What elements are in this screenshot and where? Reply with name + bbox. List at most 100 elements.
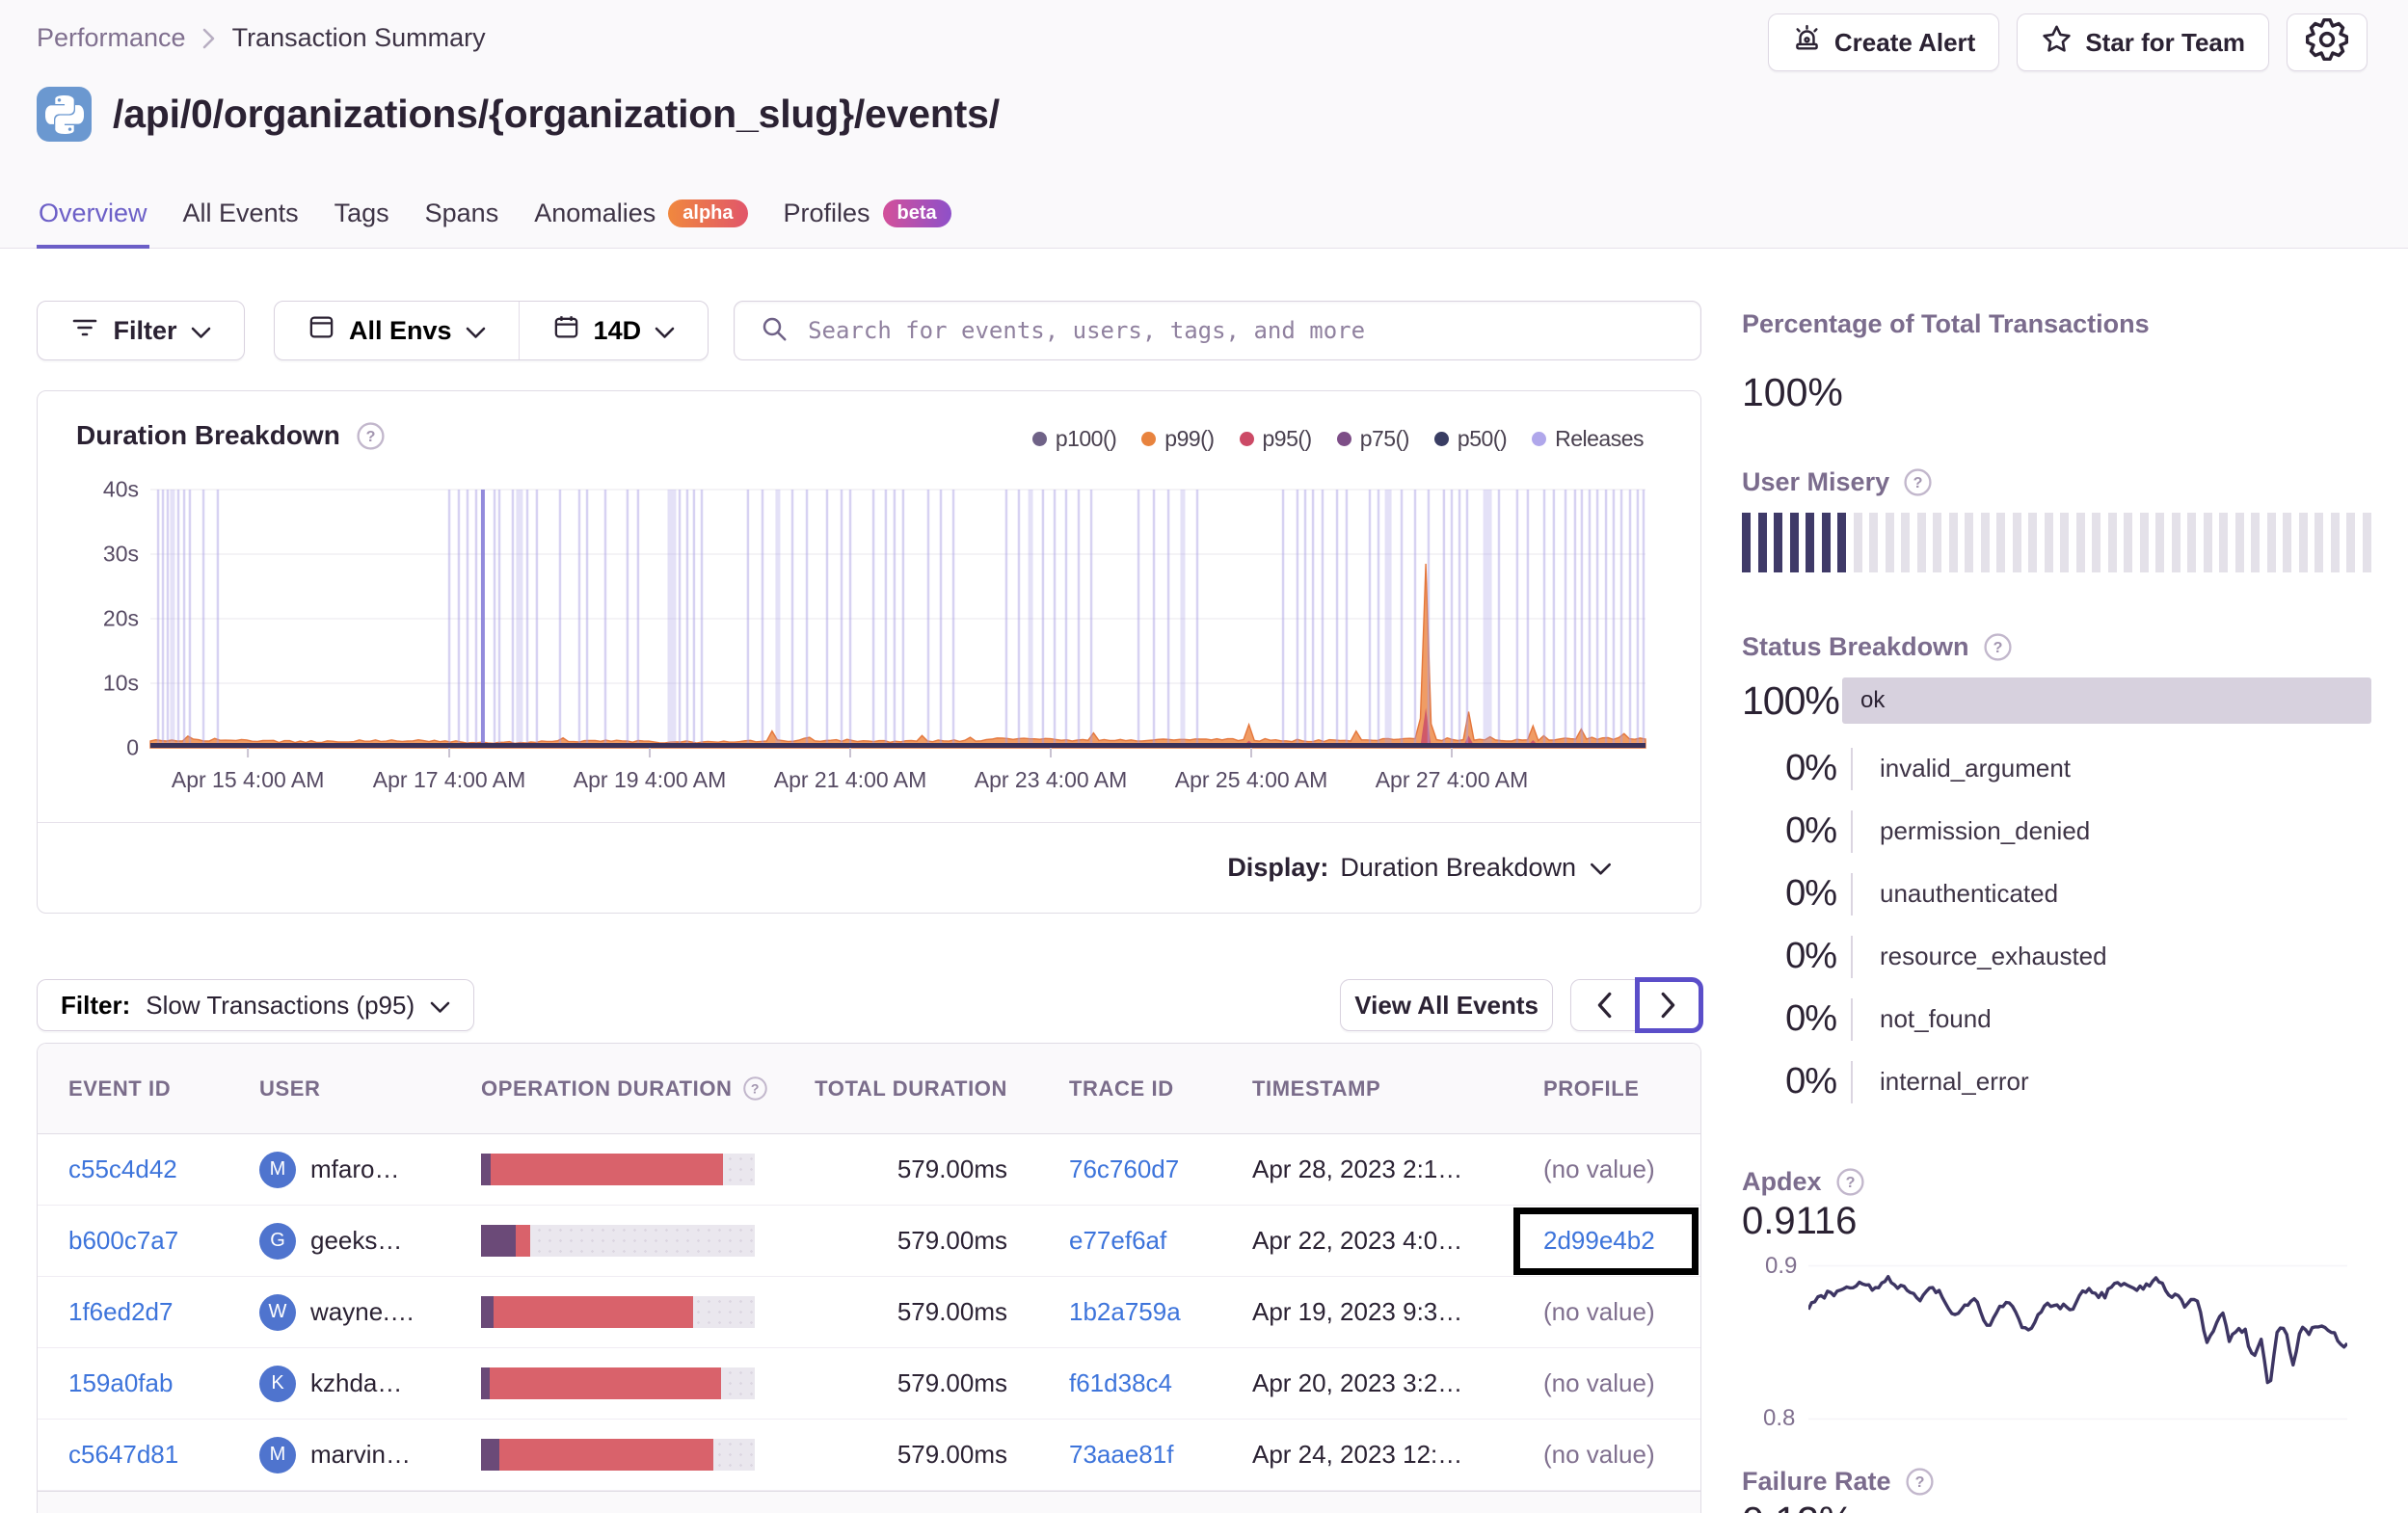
column-header-label: TOTAL DURATION	[815, 1075, 1007, 1101]
tab-label: All Events	[182, 199, 299, 227]
help-icon[interactable]: ?	[1905, 1467, 1935, 1497]
search-input[interactable]	[808, 317, 1689, 344]
x-axis-label: Apr 27 4:00 AM	[1375, 767, 1529, 792]
breadcrumb-performance[interactable]: Performance	[37, 23, 186, 52]
user-name: mfaro…	[310, 1155, 400, 1183]
search-icon	[760, 314, 789, 348]
status-label: internal_error	[1851, 1060, 2371, 1103]
status-row-resource_exhausted: 0% resource_exhausted	[1742, 925, 2371, 988]
tab-label: Anomalies	[534, 199, 656, 227]
event-id-link[interactable]: c55c4d42	[68, 1155, 177, 1183]
sidebar: Percentage of Total Transactions 100% Us…	[1742, 301, 2371, 1513]
misery-bar	[2044, 513, 2053, 572]
legend-label: p50()	[1457, 426, 1508, 451]
trace-id-link[interactable]: 76c760d7	[1069, 1155, 1180, 1183]
timestamp-cell: Apr 20, 2023 3:2…	[1252, 1368, 1463, 1397]
chevron-down-icon	[655, 316, 675, 346]
column-header-profile[interactable]: PROFILE	[1543, 1076, 1700, 1102]
misery-bar	[2139, 513, 2149, 572]
column-header-time[interactable]: TIMESTAMP	[1252, 1076, 1543, 1102]
help-icon[interactable]: ?	[1903, 467, 1933, 497]
user-name: marvin…	[310, 1440, 412, 1469]
event-id-link[interactable]: 1f6ed2d7	[68, 1297, 174, 1326]
help-icon[interactable]: ?	[356, 421, 386, 451]
legend-item-p50[interactable]: p50()	[1433, 426, 1508, 452]
legend-item-Releases[interactable]: Releases	[1532, 426, 1644, 452]
event-id-cell: c55c4d42	[68, 1155, 259, 1184]
trace-id-link[interactable]: 1b2a759a	[1069, 1297, 1181, 1326]
pagination	[1570, 977, 1703, 1033]
misery-bar	[1980, 513, 1990, 572]
create-alert-button[interactable]: Create Alert	[1767, 13, 2000, 71]
profile-cell: (no value)	[1543, 1155, 1700, 1184]
search-bar	[734, 301, 1701, 360]
column-header-user[interactable]: USER	[259, 1076, 481, 1102]
misery-bar	[1757, 513, 1767, 572]
apdex-axis-label: 0.9	[1765, 1252, 1798, 1279]
status-row-unauthenticated: 0% unauthenticated	[1742, 863, 2371, 925]
help-icon[interactable]: ?	[742, 1075, 768, 1102]
op-duration-segment-other	[481, 1154, 491, 1185]
breadcrumb-current: Transaction Summary	[231, 23, 486, 52]
misery-bar	[2187, 513, 2196, 572]
total-duration-cell: 579.00ms	[896, 1155, 1007, 1183]
environment-selector[interactable]: All Envs	[275, 302, 519, 359]
status-label: invalid_argument	[1851, 747, 2371, 790]
y-axis-label: 40s	[102, 476, 139, 502]
x-axis-label: Apr 23 4:00 AM	[974, 767, 1128, 792]
column-header-total[interactable]: TOTAL DURATION	[799, 1076, 1069, 1102]
trace-id-cell: e77ef6af	[1069, 1226, 1252, 1256]
tab-tags[interactable]: Tags	[333, 199, 391, 249]
column-header-op[interactable]: OPERATION DURATION?	[481, 1075, 799, 1102]
tab-badge-alpha: alpha	[668, 199, 748, 227]
breadcrumb: Performance Transaction Summary	[37, 23, 486, 53]
star-for-team-button[interactable]: Star for Team	[2017, 13, 2269, 71]
legend-item-p75[interactable]: p75()	[1336, 426, 1409, 452]
page-title: /api/0/organizations/{organization_slug}…	[113, 92, 1000, 136]
profile-link[interactable]: 2d99e4b2	[1543, 1226, 1655, 1255]
legend-label: p95()	[1262, 426, 1313, 451]
chevron-down-icon	[466, 316, 486, 346]
event-id-link[interactable]: b600c7a7	[68, 1226, 179, 1255]
tab-anomalies[interactable]: Anomalies alpha	[532, 199, 749, 249]
percent-total-title: Percentage of Total Transactions	[1742, 309, 2150, 338]
help-icon[interactable]: ?	[1835, 1167, 1865, 1197]
legend-item-p95[interactable]: p95()	[1239, 426, 1313, 452]
tab-profiles[interactable]: Profiles beta	[782, 199, 953, 249]
column-header-event_id[interactable]: EVENT ID	[68, 1076, 259, 1102]
settings-button[interactable]	[2287, 13, 2368, 71]
view-all-events-button[interactable]: View All Events	[1340, 979, 1553, 1031]
display-value: Duration Breakdown	[1340, 853, 1576, 882]
event-id-link[interactable]: 159a0fab	[68, 1368, 174, 1397]
next-page-button[interactable]	[1635, 977, 1703, 1033]
operation-duration-cell	[481, 1154, 799, 1185]
trace-id-link[interactable]: e77ef6af	[1069, 1226, 1167, 1255]
legend-item-p99[interactable]: p99()	[1141, 426, 1215, 452]
op-duration-segment-db-span	[493, 1296, 694, 1328]
misery-bar	[2075, 513, 2085, 572]
previous-page-button[interactable]	[1571, 980, 1636, 1030]
display-selector[interactable]: Duration Breakdown	[1340, 853, 1612, 883]
tab-overview[interactable]: Overview	[37, 199, 149, 249]
filter-lines-icon	[70, 316, 99, 346]
op-duration-segment-db-span	[499, 1439, 713, 1471]
apdex-value: 0.9116	[1742, 1200, 1858, 1242]
status-row-ok: 100% ok	[1742, 677, 2371, 724]
help-icon[interactable]: ?	[1983, 632, 2013, 662]
legend-dot	[1031, 432, 1047, 446]
misery-bar	[2330, 513, 2340, 572]
create-alert-label: Create Alert	[1833, 27, 1976, 57]
event-id-link[interactable]: c5647d81	[68, 1440, 179, 1469]
trace-id-link[interactable]: f61d38c4	[1069, 1368, 1172, 1397]
date-range-selector[interactable]: 14D	[518, 302, 709, 359]
filter-button[interactable]: Filter	[37, 301, 245, 360]
event-id-cell: c5647d81	[68, 1440, 259, 1470]
failure-rate-section: Failure Rate ? 0.12%	[1742, 1467, 2371, 1513]
trace-id-link[interactable]: 73aae81f	[1069, 1440, 1174, 1469]
events-filter-dropdown[interactable]: Filter: Slow Transactions (p95)	[37, 979, 475, 1031]
table-header-row: EVENT ID USER OPERATION DURATION? TOTAL DUR…	[38, 1044, 1700, 1134]
tab-all-events[interactable]: All Events	[181, 199, 301, 249]
tab-spans[interactable]: Spans	[423, 199, 501, 249]
column-header-trace[interactable]: TRACE ID	[1069, 1076, 1252, 1102]
legend-item-p100[interactable]: p100()	[1031, 426, 1117, 452]
